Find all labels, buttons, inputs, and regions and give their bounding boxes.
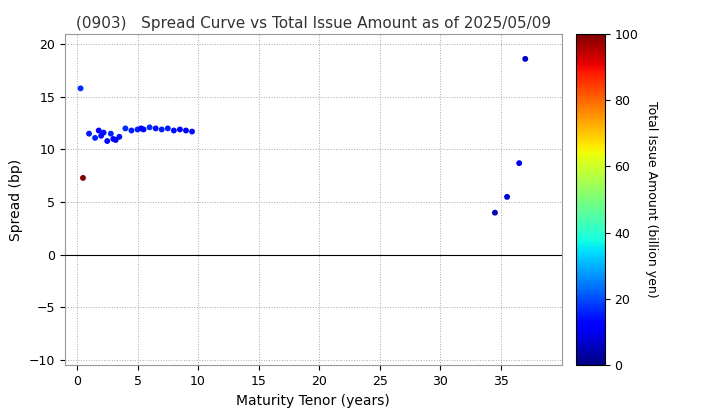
- Point: [77, 175, 89, 181]
- Point: [489, 209, 500, 216]
- Point: [75, 85, 86, 92]
- Point: [102, 138, 113, 144]
- Point: [132, 126, 143, 133]
- X-axis label: Maturity Tenor (years): Maturity Tenor (years): [236, 394, 390, 408]
- Point: [107, 136, 119, 142]
- Y-axis label: Total Issue Amount (billion yen): Total Issue Amount (billion yen): [645, 101, 658, 298]
- Point: [98, 129, 109, 136]
- Point: [105, 130, 117, 137]
- Point: [501, 194, 513, 200]
- Point: [513, 160, 525, 166]
- Point: [144, 124, 156, 131]
- Point: [180, 127, 192, 134]
- Point: [174, 126, 186, 133]
- Point: [520, 55, 531, 62]
- Y-axis label: Spread (bp): Spread (bp): [9, 158, 23, 241]
- Point: [89, 134, 101, 141]
- Point: [95, 132, 107, 139]
- Point: [93, 127, 104, 134]
- Point: [156, 126, 168, 133]
- Point: [84, 130, 95, 137]
- Point: [120, 125, 131, 132]
- Point: [114, 134, 125, 140]
- Point: [110, 136, 122, 143]
- Point: [186, 128, 198, 135]
- Point: [150, 125, 161, 132]
- Point: [126, 127, 138, 134]
- Point: [138, 126, 149, 133]
- Point: [135, 125, 147, 132]
- Point: [168, 127, 179, 134]
- Title: (0903)   Spread Curve vs Total Issue Amount as of 2025/05/09: (0903) Spread Curve vs Total Issue Amoun…: [76, 16, 551, 31]
- Point: [162, 125, 174, 132]
